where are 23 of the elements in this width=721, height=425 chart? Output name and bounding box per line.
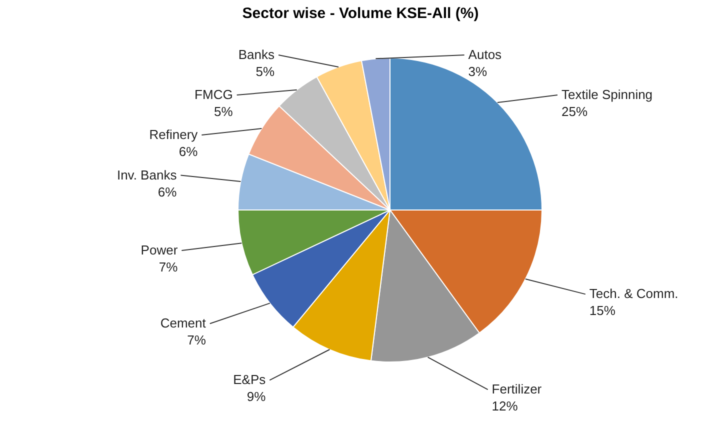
data-label: 7% bbox=[187, 332, 206, 348]
slice-label: Power bbox=[140, 242, 178, 258]
slice-label: Textile Spinning bbox=[561, 87, 653, 102]
chart-title: Sector wise - Volume KSE-All (%) bbox=[242, 5, 479, 22]
data-label: 7% bbox=[158, 259, 178, 274]
data-label: 12% bbox=[492, 398, 518, 414]
slice-label: Fertilizer bbox=[492, 382, 542, 397]
slice-label: Banks bbox=[238, 47, 275, 62]
data-label: 6% bbox=[178, 144, 198, 159]
slice-label: E&Ps bbox=[233, 372, 266, 388]
slice-label: Inv. Banks bbox=[116, 167, 178, 182]
slice-label: Tech. & Comm. bbox=[589, 286, 678, 302]
data-label: 5% bbox=[256, 64, 275, 79]
data-label: 25% bbox=[561, 104, 588, 119]
data-label: 15% bbox=[589, 303, 616, 318]
slice-label: Cement bbox=[160, 316, 206, 331]
data-label: 9% bbox=[246, 389, 266, 404]
data-label: 5% bbox=[214, 104, 234, 119]
slice-label: Autos bbox=[468, 47, 502, 62]
slice-label: Refinery bbox=[149, 127, 198, 142]
slice-label: FMCG bbox=[194, 87, 233, 102]
data-label: 6% bbox=[158, 184, 178, 200]
data-label: 3% bbox=[468, 64, 488, 79]
